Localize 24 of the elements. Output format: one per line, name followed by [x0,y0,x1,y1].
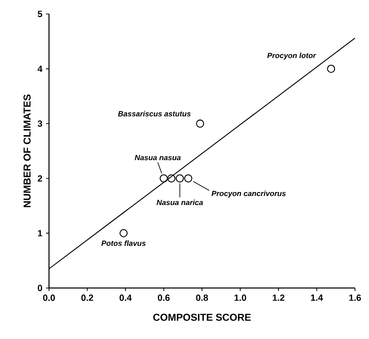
point [120,229,128,238]
point [167,174,176,182]
x-axis-title: COMPOSITE SCORE [153,314,251,321]
point [176,174,184,182]
y-tick-label: 0 [38,284,42,292]
x-tick-label: 1.0 [234,294,246,301]
y-axis-title: NUMBER OF CLIMATES [24,94,31,208]
point [160,174,168,182]
x-tick-label: 1.4 [311,294,323,301]
y-tick-label: 1 [38,230,42,236]
x-tick-label: 0.4 [120,294,132,301]
x-tick-label: 0.2 [81,294,94,301]
y-tick-label: 5 [38,10,42,18]
y-tick-label: 2 [38,175,42,182]
x-tick-label: 1.6 [349,294,361,301]
x-tick-label: 0.6 [158,294,170,301]
x-tick-label: 1.2 [272,294,284,301]
point [184,174,192,182]
x-tick-label: 0.8 [196,294,208,301]
point [327,64,336,73]
y-tick-label: 4 [38,66,42,72]
x-tick-label: 0.0 [43,294,55,301]
point [196,120,204,128]
y-tick-label: 3 [38,120,42,127]
